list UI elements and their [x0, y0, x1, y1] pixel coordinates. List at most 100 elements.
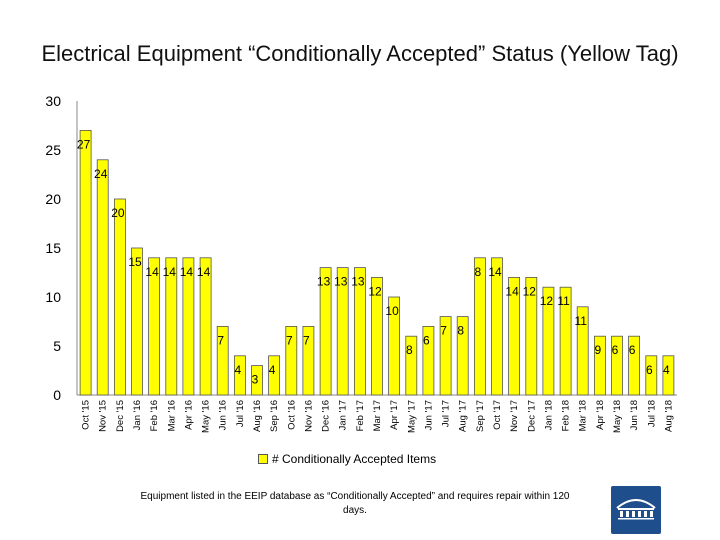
bar — [405, 335, 418, 396]
data-label: 6 — [612, 343, 619, 357]
y-tick-label: 15 — [45, 240, 61, 256]
bar — [79, 129, 92, 396]
x-tick-label: Apr '17 — [389, 400, 400, 430]
x-tick-label: Mar '17 — [372, 400, 383, 431]
x-tick-label: Aug '18 — [663, 400, 674, 432]
bar — [645, 355, 658, 396]
bar — [285, 325, 298, 396]
x-tick-label: Mar '16 — [166, 400, 177, 431]
x-tick-label: Sep '16 — [269, 400, 280, 432]
data-label: 6 — [629, 343, 636, 357]
x-tick-label: Jun '17 — [423, 400, 434, 430]
x-tick-label: Sep '17 — [475, 400, 486, 432]
bar — [336, 267, 349, 396]
x-tick-label: Oct '15 — [81, 400, 92, 430]
bar — [491, 257, 503, 396]
x-tick-label: Nov '16 — [303, 400, 314, 432]
bar — [456, 316, 469, 396]
bar — [182, 257, 195, 396]
bar — [594, 335, 606, 396]
data-label: 7 — [217, 333, 224, 347]
x-tick-label: Jul '16 — [235, 400, 246, 427]
y-tick-label: 5 — [53, 338, 61, 354]
bar — [268, 355, 281, 396]
x-tick-label: Dec '17 — [526, 400, 537, 432]
data-label: 12 — [523, 284, 537, 298]
data-label: 8 — [406, 343, 413, 357]
y-tick-label: 30 — [45, 93, 61, 109]
bar — [611, 335, 623, 396]
data-label: 12 — [540, 294, 554, 308]
data-label: 8 — [475, 265, 482, 279]
bar — [148, 257, 161, 396]
data-label: 7 — [286, 333, 293, 347]
bar — [371, 276, 383, 396]
data-label: 15 — [128, 255, 142, 269]
bar — [662, 355, 675, 396]
x-tick-label: Dec '16 — [321, 400, 332, 432]
x-tick-label: Jun '16 — [218, 400, 229, 430]
data-label: 7 — [440, 324, 447, 338]
x-tick-label: May '18 — [612, 400, 623, 433]
bar — [422, 325, 435, 396]
bar — [114, 198, 126, 396]
data-label: 3 — [252, 373, 259, 387]
berkeley-lab-logo — [611, 486, 661, 534]
x-tick-label: Feb '16 — [149, 400, 160, 431]
data-label: 13 — [334, 275, 348, 289]
y-tick-label: 20 — [45, 191, 61, 207]
legend: # Conditionally Accepted Items — [258, 452, 436, 466]
data-label: 27 — [77, 137, 91, 151]
legend-label: # Conditionally Accepted Items — [272, 452, 437, 466]
bar — [542, 286, 555, 396]
data-label: 8 — [457, 324, 464, 338]
x-tick-label: Apr '16 — [183, 400, 194, 430]
x-tick-label: Jul '18 — [646, 400, 657, 427]
x-tick-label: Nov '17 — [509, 400, 520, 432]
data-label: 24 — [94, 167, 108, 181]
x-tick-label: Apr '18 — [595, 400, 606, 430]
x-tick-label: May '16 — [201, 400, 212, 433]
bar — [251, 365, 263, 396]
logo-graphic — [616, 499, 656, 520]
data-label: 14 — [163, 265, 177, 279]
bar — [508, 276, 521, 396]
bar — [628, 335, 640, 396]
data-label: 12 — [368, 284, 382, 298]
x-tick-label: Aug '17 — [458, 400, 469, 432]
y-tick-label: 10 — [45, 289, 61, 305]
x-tick-label: Feb '17 — [355, 400, 366, 431]
data-label: 20 — [111, 206, 125, 220]
x-tick-label: Mar '18 — [578, 400, 589, 431]
bar — [576, 306, 589, 396]
legend-swatch — [258, 454, 268, 464]
bar — [199, 257, 212, 396]
bar — [473, 257, 486, 396]
bar — [233, 355, 246, 396]
data-label: 6 — [423, 333, 430, 347]
x-tick-label: Aug '16 — [252, 400, 263, 432]
bar — [302, 325, 315, 396]
bar — [96, 159, 109, 396]
x-tick-label: May '17 — [406, 400, 417, 433]
data-label: 14 — [197, 265, 211, 279]
x-tick-label: Oct '17 — [492, 400, 503, 430]
y-tick-label: 25 — [45, 142, 61, 158]
footnote: Equipment listed in the EEIP database as… — [140, 491, 570, 516]
data-label: 13 — [351, 275, 365, 289]
x-tick-label: Nov '15 — [98, 400, 109, 432]
x-tick-label: Jul '17 — [441, 400, 452, 427]
data-label: 6 — [646, 363, 653, 377]
data-label: 11 — [574, 314, 587, 328]
bar — [131, 247, 143, 396]
bar — [353, 267, 366, 396]
bar — [319, 267, 332, 396]
data-label: 9 — [595, 343, 602, 357]
x-tick-label: Dec '15 — [115, 400, 126, 432]
data-label: 7 — [303, 333, 310, 347]
data-label: 14 — [145, 265, 159, 279]
x-tick-label: Feb '18 — [561, 400, 572, 431]
y-tick-label: 0 — [53, 387, 61, 403]
data-label: 14 — [180, 265, 194, 279]
